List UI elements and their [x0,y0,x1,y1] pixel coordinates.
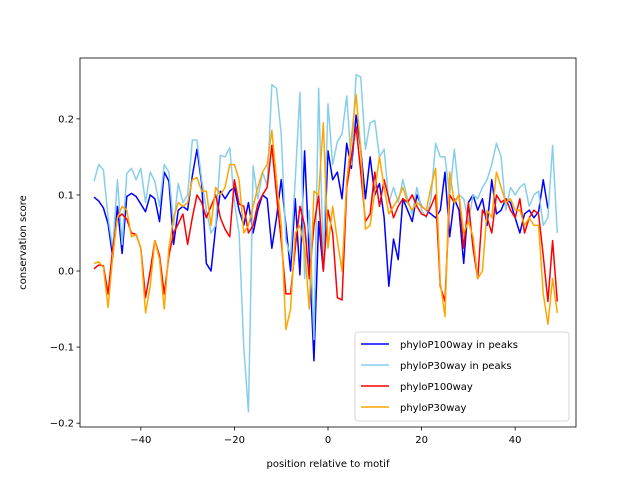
legend-label: phyloP100way in peaks [400,340,518,351]
y-axis-label: conservation score [18,195,29,290]
plot-lines [93,73,559,413]
x-tick-label: 40 [509,435,522,446]
series-line-phylop30way [93,93,559,331]
y-axis-ticks: −0.2 −0.1 0.0 0.1 0.2 [50,114,80,430]
legend-label: phyloP30way in peaks [400,361,512,372]
x-axis-label: position relative to motif [267,459,390,470]
y-tick-label: −0.1 [50,343,74,354]
x-axis-ticks: −40 −20 0 20 40 [130,427,522,446]
x-tick-label: 20 [415,435,428,446]
legend-label: phyloP100way [400,382,473,393]
y-tick-label: 0.2 [58,114,74,125]
x-tick-label: −20 [224,435,245,446]
x-tick-label: −40 [130,435,151,446]
y-tick-label: −0.2 [50,419,74,430]
legend: phyloP100way in peaks phyloP30way in peak… [354,331,570,422]
legend-label: phyloP30way [400,403,467,414]
legend-box [354,331,570,422]
series-line-phylop100way [93,125,559,303]
y-tick-label: 0.0 [58,267,74,278]
y-tick-label: 0.1 [58,190,74,201]
x-tick-label: 0 [325,435,331,446]
